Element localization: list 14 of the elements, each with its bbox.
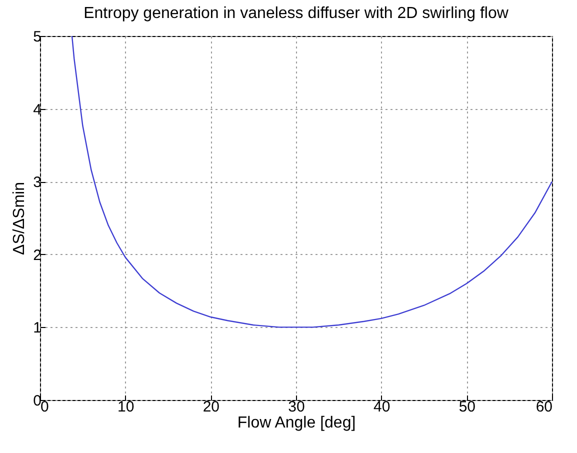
y-tick-label: 1 — [33, 320, 42, 337]
chart-title: Entropy generation in vaneless diffuser with 2D swirling flow — [84, 5, 509, 22]
y-axis-title: ΔS/ΔSmin — [11, 182, 28, 255]
x-tick-label: 20 — [202, 398, 220, 416]
x-tick-label: 30 — [288, 398, 305, 416]
y-tick-label: 5 — [33, 28, 42, 46]
line-series — [71, 35, 553, 328]
y-tick-label: 4 — [33, 101, 42, 118]
x-tick-label: 40 — [373, 398, 390, 416]
x-tick-label: 50 — [458, 398, 476, 416]
y-tick-label: 2 — [33, 246, 42, 264]
x-tick-label: 10 — [117, 398, 134, 416]
x-tick-label: 60 — [536, 398, 552, 416]
x-axis-title: Flow Angle [deg] — [237, 414, 356, 432]
